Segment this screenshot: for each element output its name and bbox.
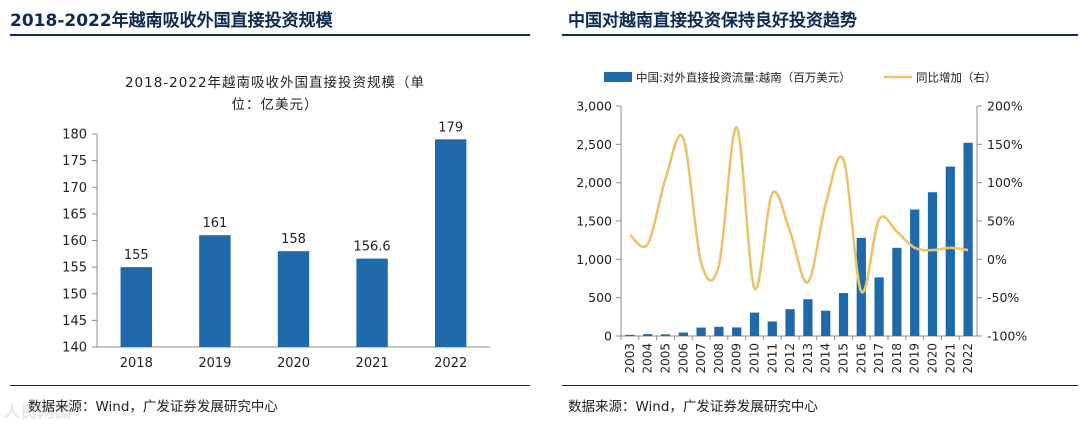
left-y-tick-label: 1,500: [576, 214, 612, 229]
left-y-tick-label: 2,000: [576, 175, 612, 190]
bar: [643, 334, 653, 336]
left-panel-title: 2018-2022年越南吸收外国直接投资规模: [10, 11, 333, 31]
legend-line-label: 同比增加（右）: [916, 71, 997, 85]
bar-value-label: 161: [202, 216, 227, 231]
bar: [732, 327, 742, 336]
y-tick-label: 160: [62, 234, 87, 249]
x-tick-label: 2018: [120, 356, 153, 371]
x-tick-label: 2012: [783, 343, 797, 374]
legend-bar-label: 中国:对外直接投资流量:越南（百万美元）: [636, 71, 851, 85]
left-chart-title: 2018-2022年越南吸收外国直接投资规模（单 位：亿美元）: [100, 72, 450, 116]
x-tick-label: 2019: [198, 356, 231, 371]
bar-value-label: 156.6: [353, 240, 390, 255]
left-panel: 2018-2022年越南吸收外国直接投资规模 2018-2022年越南吸收外国直…: [0, 0, 530, 429]
x-tick-label: 2019: [908, 343, 922, 374]
watermark-logo: 人民网国: [4, 402, 73, 421]
legend-bar-swatch: [604, 72, 632, 82]
y-tick-label: 180: [62, 128, 87, 143]
bar: [277, 251, 310, 347]
right-source: 数据来源：Wind，广发证券发展研究中心: [568, 399, 818, 415]
growth-line: [629, 126, 969, 294]
bar: [199, 235, 231, 347]
y-tick-label: 150: [62, 287, 87, 302]
bar: [660, 334, 671, 336]
x-tick-label: 2009: [730, 343, 744, 374]
left-chart-title-line1: 2018-2022年越南吸收外国直接投资规模（单: [124, 75, 426, 91]
bar: [696, 327, 706, 336]
right-y-tick-label: 100%: [987, 175, 1023, 190]
bar: [927, 192, 938, 336]
x-tick-label: 2008: [712, 343, 726, 374]
left-y-tick-label: 3,000: [576, 99, 612, 114]
x-tick-label: 2021: [943, 343, 957, 374]
right-y-tick-label: 0%: [987, 252, 1007, 267]
x-tick-label: 2022: [434, 356, 467, 371]
x-tick-label: 2011: [765, 343, 779, 374]
x-tick-label: 2007: [694, 343, 708, 374]
left-bar-chart: 140 145 150 155 160 165 170 175 180 155 2018 161 201…: [62, 120, 490, 371]
y-tick-label: 175: [62, 154, 87, 169]
left-chart-title-line2: 位：亿美元）: [231, 97, 319, 113]
x-tick-label: 2010: [748, 343, 762, 374]
bar: [821, 310, 831, 336]
bar: [120, 267, 153, 347]
bar: [714, 326, 724, 336]
left-source: 数据来源：Wind，广发证券发展研究中心: [28, 399, 278, 415]
right-y-tick-label: 50%: [987, 214, 1015, 229]
bar: [910, 209, 920, 336]
bar: [856, 237, 866, 336]
x-tick-label: 2015: [837, 343, 851, 374]
y-tick-label: 140: [62, 341, 87, 356]
left-y-tick-label: 0: [604, 329, 612, 344]
right-y-tick-label: 200%: [987, 99, 1023, 114]
left-y-tick-label: 500: [588, 290, 612, 305]
x-tick-label: 2020: [926, 343, 940, 374]
bar: [434, 139, 467, 347]
x-tick-label: 2020: [277, 356, 310, 371]
left-y-tick-label: 1,000: [576, 252, 612, 267]
bar: [749, 312, 760, 336]
y-tick-label: 155: [62, 261, 87, 276]
left-title-rule: [10, 34, 530, 36]
bar: [803, 299, 813, 336]
x-tick-label: 2014: [819, 343, 833, 374]
right-y-tick-label: -100%: [987, 329, 1027, 344]
y-tick-label: 170: [62, 181, 87, 196]
x-tick-label: 2005: [659, 343, 673, 374]
x-tick-label: 2021: [356, 356, 389, 371]
x-tick-label: 2016: [854, 343, 868, 374]
bar-value-label: 155: [124, 248, 149, 263]
bar: [945, 166, 955, 336]
right-y-tick-label: -50%: [987, 290, 1019, 305]
right-panel: 中国对越南直接投资保持良好投资趋势 0 500 1,000 1,500 2,000 2,5…: [552, 0, 1080, 429]
x-tick-label: 2022: [961, 343, 975, 374]
right-panel-title: 中国对越南直接投资保持良好投资趋势: [568, 11, 857, 31]
bar: [892, 247, 902, 336]
x-tick-label: 2004: [641, 343, 655, 374]
x-tick-label: 2017: [872, 343, 886, 374]
right-y-tick-label: 150%: [987, 137, 1023, 152]
bar: [678, 332, 688, 336]
x-tick-label: 2018: [890, 343, 904, 374]
bar-value-label: 179: [438, 120, 463, 135]
x-tick-label: 2003: [623, 343, 637, 374]
right-title-rule: [562, 34, 1078, 36]
x-tick-label: 2006: [676, 343, 690, 374]
y-tick-label: 145: [62, 314, 87, 329]
bar: [874, 277, 884, 336]
x-tick-label: 2013: [801, 343, 815, 374]
right-source-rule: [562, 385, 1078, 386]
left-source-rule: [10, 385, 530, 386]
bar: [963, 142, 973, 336]
bar: [356, 258, 388, 347]
bar: [838, 293, 849, 336]
y-tick-label: 165: [62, 207, 87, 222]
bar: [767, 321, 777, 336]
left-y-tick-label: 2,500: [576, 137, 612, 152]
bar-value-label: 158: [281, 232, 306, 247]
bar: [625, 334, 635, 336]
right-combo-chart: 0 500 1,000 1,500 2,000 2,500 3,000 -100% -50% 0%…: [576, 71, 1027, 374]
bar: [785, 309, 795, 336]
